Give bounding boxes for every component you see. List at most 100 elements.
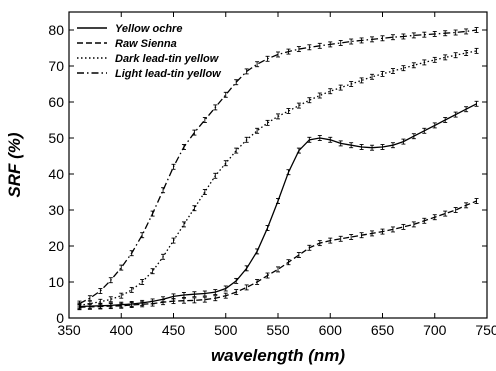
data-point xyxy=(328,136,333,143)
data-point xyxy=(307,44,312,51)
data-point xyxy=(328,237,333,244)
data-point xyxy=(276,266,280,273)
data-point xyxy=(380,228,385,235)
y-tick-label: 60 xyxy=(48,94,64,110)
x-axis-ticks: 350 400 450 500 550 600 650 700 750 xyxy=(57,12,496,338)
legend-label: Light lead-tin yellow xyxy=(115,68,222,80)
data-point xyxy=(181,297,186,304)
data-point xyxy=(181,221,186,228)
x-tick-label: 600 xyxy=(319,322,343,338)
data-point xyxy=(422,31,427,38)
data-point xyxy=(432,31,437,37)
y-tick-label: 50 xyxy=(48,130,64,146)
data-point xyxy=(328,88,333,95)
data-point xyxy=(286,108,291,114)
y-tick-label: 80 xyxy=(48,22,64,38)
data-point xyxy=(255,279,260,285)
data-point xyxy=(453,111,458,118)
data-point xyxy=(202,117,207,123)
data-point xyxy=(338,40,343,46)
series-line xyxy=(79,200,477,308)
data-point xyxy=(265,119,270,126)
y-tick-label: 40 xyxy=(48,166,64,182)
data-point xyxy=(129,286,134,293)
data-point xyxy=(349,81,354,87)
data-point xyxy=(401,138,406,145)
data-point xyxy=(296,147,301,154)
data-point xyxy=(380,70,385,77)
data-point xyxy=(401,33,406,40)
data-point xyxy=(390,142,395,149)
data-point xyxy=(432,56,437,63)
data-point xyxy=(443,54,448,61)
data-point xyxy=(286,259,291,266)
data-point xyxy=(234,289,239,296)
data-point xyxy=(192,297,197,304)
data-point xyxy=(171,163,176,170)
data-point xyxy=(370,36,375,43)
data-point xyxy=(244,68,249,75)
data-point xyxy=(202,296,207,303)
data-point xyxy=(380,35,385,42)
data-point xyxy=(244,136,249,143)
data-point xyxy=(223,292,228,299)
data-point xyxy=(390,68,395,74)
legend-item: Light lead-tin yellow xyxy=(77,68,222,80)
y-tick-label: 0 xyxy=(56,310,64,326)
data-point xyxy=(474,198,479,204)
data-point xyxy=(411,221,416,228)
legend-label: Yellow ochre xyxy=(115,23,182,35)
x-axis-title: wavelength (nm) xyxy=(211,346,345,365)
data-point xyxy=(150,210,155,217)
data-point xyxy=(453,29,458,36)
data-point xyxy=(464,28,469,35)
y-tick-label: 30 xyxy=(48,202,64,218)
x-tick-label: 650 xyxy=(371,322,395,338)
x-tick-label: 450 xyxy=(162,322,186,338)
data-point xyxy=(213,172,218,179)
series-group xyxy=(77,100,479,310)
x-tick-label: 550 xyxy=(266,322,290,338)
data-point xyxy=(411,32,416,39)
data-point xyxy=(119,302,124,309)
legend-item: Dark lead-tin yellow xyxy=(77,53,220,65)
data-point xyxy=(338,140,343,147)
y-tick-label: 70 xyxy=(48,58,64,74)
data-point xyxy=(474,27,479,33)
data-point xyxy=(317,42,322,49)
data-point xyxy=(380,144,385,150)
data-point xyxy=(359,232,364,239)
data-point xyxy=(265,272,270,279)
data-point xyxy=(213,289,218,296)
data-point xyxy=(359,77,364,84)
x-tick-label: 700 xyxy=(423,322,447,338)
data-point xyxy=(161,187,166,194)
data-point xyxy=(464,50,469,56)
x-tick-label: 350 xyxy=(57,322,81,338)
data-point xyxy=(234,79,239,86)
data-point xyxy=(234,147,239,154)
data-point xyxy=(370,230,375,237)
data-point xyxy=(98,288,103,294)
data-point xyxy=(181,144,186,150)
data-point xyxy=(108,277,113,284)
data-point xyxy=(87,295,92,302)
data-point xyxy=(401,223,406,230)
data-point xyxy=(349,142,354,149)
data-point xyxy=(390,34,395,41)
data-point xyxy=(255,61,260,68)
data-point xyxy=(223,285,228,292)
data-point xyxy=(411,133,416,140)
x-tick-label: 500 xyxy=(214,322,238,338)
data-point xyxy=(119,292,124,299)
data-point xyxy=(296,252,301,258)
data-point xyxy=(129,250,134,257)
data-point xyxy=(161,253,166,260)
legend: Yellow ochre Raw Sienna Dark lead-tin yell… xyxy=(77,23,222,80)
data-point xyxy=(140,232,145,239)
data-point xyxy=(443,210,448,217)
data-point xyxy=(338,84,343,91)
data-point xyxy=(464,202,469,209)
data-point xyxy=(129,302,134,308)
series-group xyxy=(77,27,479,307)
